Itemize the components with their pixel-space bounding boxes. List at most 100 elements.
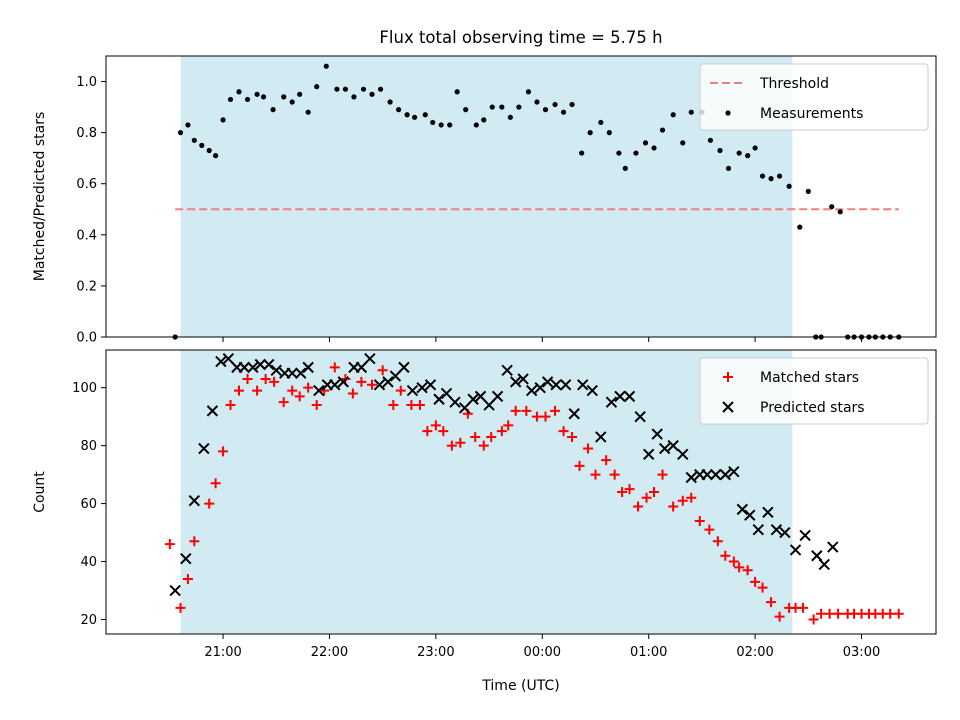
measurement-point xyxy=(289,99,295,105)
matched-star-point xyxy=(712,536,723,547)
legend-matched-swatch xyxy=(723,372,733,382)
measurement-point xyxy=(507,114,513,120)
matched-star-point xyxy=(633,501,644,512)
predicted-star-point xyxy=(736,503,749,516)
matched-star-point xyxy=(303,382,314,393)
matched-star-point xyxy=(260,373,271,384)
measurement-point xyxy=(351,94,357,100)
measurement-point xyxy=(598,119,604,126)
predicted-star-point xyxy=(541,376,554,388)
matched-star-point xyxy=(269,376,280,387)
measurement-point xyxy=(516,104,522,110)
predicted-star-point xyxy=(614,390,626,403)
matched-star-point xyxy=(624,484,635,495)
matched-star-point xyxy=(294,391,305,402)
predicted-star-point xyxy=(701,468,713,481)
legend-label: Measurements xyxy=(760,106,863,122)
matched-star-point xyxy=(742,565,753,576)
matched-star-point xyxy=(668,501,679,512)
matched-star-point xyxy=(757,582,768,593)
measurement-point xyxy=(438,122,444,128)
measurement-point xyxy=(199,142,205,149)
measurement-point xyxy=(707,137,714,143)
predicted-star-point xyxy=(286,367,298,379)
measurement-point xyxy=(244,96,251,103)
measurement-point xyxy=(396,107,402,113)
measurement-point xyxy=(227,96,234,103)
predicted-star-point xyxy=(295,367,307,379)
y-tick-label: 40 xyxy=(80,555,97,570)
matched-star-point xyxy=(583,443,594,454)
measurement-point xyxy=(387,99,393,105)
measurement-point xyxy=(360,86,367,92)
predicted-star-point xyxy=(651,428,663,440)
matched-star-point xyxy=(204,498,215,509)
predicted-star-point xyxy=(501,364,513,376)
matched-star-point xyxy=(833,608,844,619)
predicted-star-point xyxy=(382,376,394,388)
predicted-star-point xyxy=(467,393,479,405)
legend: Threshold Measurements xyxy=(699,63,929,131)
predicted-star-point xyxy=(406,384,419,397)
legend-box xyxy=(699,63,929,131)
predicted-star-point xyxy=(355,361,368,374)
measurement-point xyxy=(206,147,212,154)
predicted-star-point xyxy=(373,379,386,391)
predicted-star-point xyxy=(818,558,830,571)
matched-star-point xyxy=(609,469,620,480)
matched-star-point xyxy=(470,431,481,442)
chart-title: Flux total observing time = 5.75 h xyxy=(379,28,662,47)
predicted-star-point xyxy=(398,361,410,374)
predicted-star-point xyxy=(710,468,722,481)
matched-star-point xyxy=(641,492,652,503)
predicted-star-point xyxy=(752,523,765,536)
x-axis-label: Time (UTC) xyxy=(481,678,559,694)
x-tick-label: 02:00 xyxy=(736,645,773,660)
y-tick-label: 20 xyxy=(80,613,97,628)
matched-star-point xyxy=(455,437,466,448)
measurement-point xyxy=(411,114,418,120)
predicted-star-point xyxy=(263,358,275,371)
predicted-star-point xyxy=(483,399,495,411)
predicted-star-point xyxy=(198,442,210,455)
plot-frame xyxy=(105,55,937,338)
predicted-star-point xyxy=(827,541,839,553)
observing-window-shade xyxy=(180,350,793,634)
measurement-point xyxy=(314,84,320,90)
matched-star-point xyxy=(446,440,457,451)
matched-star-point xyxy=(550,405,561,416)
y-tick-label: 0.4 xyxy=(76,228,97,243)
predicted-star-point xyxy=(719,468,732,481)
matched-star-point xyxy=(430,420,441,431)
matched-star-point xyxy=(808,614,819,625)
measurement-point xyxy=(473,122,479,128)
measurement-point xyxy=(534,99,540,105)
matched-star-point xyxy=(824,608,835,619)
measurement-point xyxy=(651,145,657,151)
matched-star-point xyxy=(574,460,585,471)
measurement-point xyxy=(213,153,219,159)
measurement-point xyxy=(797,224,803,230)
y-tick-label: 0.2 xyxy=(76,279,97,294)
measurement-point xyxy=(342,86,349,92)
measurement-point xyxy=(447,122,453,128)
predicted-star-point xyxy=(424,379,437,391)
matched-star-point xyxy=(210,478,221,489)
measurement-point xyxy=(829,204,835,210)
predicted-star-point xyxy=(222,352,235,365)
predicted-star-point xyxy=(770,523,783,536)
y-tick-label: 0.6 xyxy=(76,177,97,192)
predicted-star-point xyxy=(474,390,487,403)
predicted-star-point xyxy=(799,529,811,542)
legend-label: Threshold xyxy=(759,76,829,92)
predicted-star-point xyxy=(728,466,740,478)
predicted-star-point xyxy=(169,584,181,597)
matched-star-point xyxy=(486,431,497,442)
measurement-point xyxy=(659,127,666,133)
predicted-star-point xyxy=(180,552,192,565)
predicted-star-point xyxy=(458,402,471,414)
predicted-star-point xyxy=(677,448,689,461)
flux-ratio-plot: 0.0 0.2 0.4 0.6 0.8 1.0 Matched/Predicted star… xyxy=(32,28,937,346)
predicted-star-point xyxy=(642,448,655,461)
y-tick-label: 60 xyxy=(80,497,97,512)
